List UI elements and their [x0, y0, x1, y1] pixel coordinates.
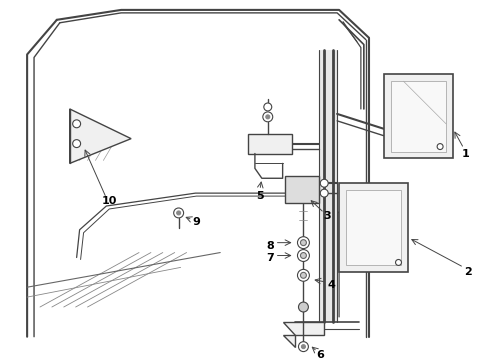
Polygon shape	[384, 74, 453, 158]
Circle shape	[297, 269, 309, 281]
Circle shape	[73, 120, 80, 128]
Circle shape	[297, 237, 309, 249]
Circle shape	[297, 249, 309, 261]
Text: 10: 10	[101, 196, 117, 206]
Circle shape	[300, 273, 306, 278]
Polygon shape	[339, 183, 408, 273]
Polygon shape	[319, 50, 337, 322]
Polygon shape	[248, 134, 292, 153]
Polygon shape	[283, 322, 324, 335]
Text: 6: 6	[317, 350, 324, 360]
Circle shape	[298, 302, 308, 312]
Circle shape	[266, 115, 270, 119]
Polygon shape	[285, 176, 319, 203]
Circle shape	[263, 112, 273, 122]
Circle shape	[300, 253, 306, 258]
Text: 4: 4	[327, 280, 335, 290]
Text: 3: 3	[323, 211, 331, 221]
Text: 5: 5	[256, 191, 264, 201]
Circle shape	[301, 345, 305, 348]
Text: 9: 9	[193, 217, 200, 227]
Circle shape	[73, 140, 80, 148]
Polygon shape	[346, 190, 401, 265]
Circle shape	[300, 240, 306, 246]
Text: 2: 2	[464, 267, 472, 277]
Text: 8: 8	[266, 240, 273, 251]
Circle shape	[264, 103, 272, 111]
Circle shape	[320, 189, 328, 197]
Circle shape	[177, 211, 181, 215]
Polygon shape	[298, 180, 308, 186]
Circle shape	[320, 179, 328, 187]
Circle shape	[173, 208, 184, 218]
Polygon shape	[70, 109, 131, 163]
Polygon shape	[283, 335, 294, 347]
Text: 7: 7	[266, 252, 273, 262]
Circle shape	[298, 342, 308, 352]
Text: 1: 1	[462, 149, 470, 158]
Circle shape	[437, 144, 443, 149]
Circle shape	[395, 260, 401, 265]
Polygon shape	[391, 81, 446, 152]
